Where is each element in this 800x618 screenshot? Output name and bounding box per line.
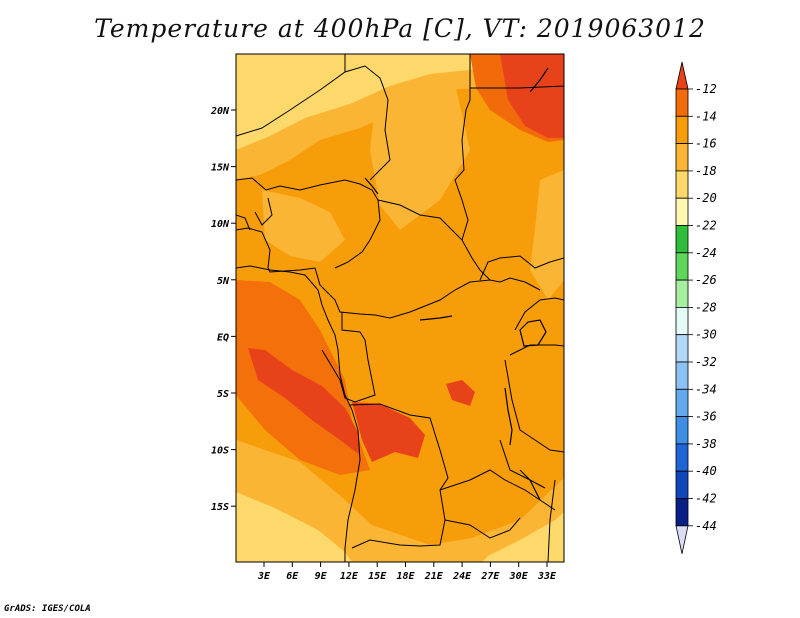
lat-label: 5N bbox=[217, 276, 230, 287]
lon-label: 6E bbox=[286, 571, 299, 582]
colorbar-swatch bbox=[675, 170, 689, 199]
lat-label: EQ bbox=[217, 332, 229, 343]
lon-label: 27E bbox=[480, 571, 500, 582]
lat-label: 20N bbox=[210, 106, 230, 117]
colorbar-label: -18 bbox=[695, 164, 717, 178]
map-frame bbox=[235, 53, 565, 563]
field-light-nigeria bbox=[262, 190, 345, 262]
lat-label: 5S bbox=[217, 389, 229, 400]
coastline bbox=[236, 265, 361, 562]
colorbar-label: -24 bbox=[695, 246, 717, 260]
colorbar-swatch bbox=[675, 334, 689, 363]
lon-label: 9E bbox=[315, 571, 328, 582]
colorbar-label: -36 bbox=[695, 410, 717, 424]
colorbar-swatch bbox=[675, 443, 689, 472]
lakes bbox=[364, 67, 549, 501]
lat-label: 15N bbox=[211, 163, 230, 174]
lat-label: 10N bbox=[211, 219, 230, 230]
colorbar-arrow-top bbox=[675, 61, 689, 90]
colorbar-swatch bbox=[675, 115, 689, 145]
lon-label: 30E bbox=[509, 571, 529, 582]
longitude-axis: 3E 6E 9E 12E 15E 18E 21E 24E 27E 30E 33E bbox=[257, 562, 557, 582]
colorbar: -12 -14 -16 -18 -20 -22 -24 -26 -28 -30 -32 -34 -36 -… bbox=[675, 61, 717, 554]
colorbar-label: -28 bbox=[695, 300, 717, 314]
colorbar-label: -20 bbox=[695, 191, 717, 205]
colorbar-arrow-bottom bbox=[675, 525, 689, 554]
colorbar-swatch bbox=[675, 361, 689, 390]
field-hot-coast bbox=[248, 348, 360, 455]
colorbar-label: -32 bbox=[695, 355, 717, 369]
field-hot-ne bbox=[500, 54, 564, 138]
field-light-east bbox=[530, 170, 564, 300]
lon-label: 24E bbox=[452, 571, 472, 582]
lon-label: 21E bbox=[424, 571, 444, 582]
colorbar-label: -14 bbox=[695, 109, 717, 123]
colorbar-label: -16 bbox=[695, 137, 717, 151]
colorbar-swatch bbox=[675, 416, 689, 445]
colorbar-swatch bbox=[675, 143, 689, 172]
colorbar-swatch bbox=[675, 279, 689, 308]
lon-label: 33E bbox=[537, 571, 557, 582]
colorbar-swatch bbox=[675, 225, 689, 254]
colorbar-label: -12 bbox=[695, 82, 717, 96]
colorbar-label: -30 bbox=[695, 328, 717, 342]
colorbar-swatch bbox=[675, 306, 689, 336]
colorbar-swatch bbox=[675, 470, 689, 499]
colorbar-swatch bbox=[675, 388, 689, 417]
grads-credit: GrADS: IGES/COLA bbox=[4, 604, 91, 614]
colorbar-label: -38 bbox=[695, 437, 717, 451]
lon-label: 3E bbox=[257, 571, 271, 582]
field-hot-congo bbox=[446, 380, 475, 406]
colorbar-swatch bbox=[675, 88, 689, 117]
colorbar-swatch bbox=[675, 197, 689, 226]
field-pale-southeast bbox=[482, 512, 564, 562]
chart-title: Temperature at 400hPa [C], VT: 201906301… bbox=[94, 14, 706, 43]
colorbar-label: -22 bbox=[695, 219, 717, 233]
colorbar-label: -44 bbox=[695, 519, 717, 533]
colorbar-swatch bbox=[675, 252, 689, 281]
latitude-axis: 20N 15N 10N 5N EQ 5S 10S 15S bbox=[210, 106, 236, 513]
lat-label: 10S bbox=[211, 446, 229, 457]
lon-label: 18E bbox=[396, 571, 415, 582]
colorbar-label: -34 bbox=[695, 382, 717, 396]
colorbar-swatch bbox=[675, 498, 689, 527]
colorbar-label: -40 bbox=[695, 464, 717, 478]
lon-label: 12E bbox=[340, 571, 359, 582]
field-pale-north bbox=[236, 54, 500, 150]
field-pale-southwest bbox=[236, 492, 352, 562]
field-hot-angola bbox=[352, 402, 425, 462]
colorbar-label: -26 bbox=[695, 273, 717, 287]
field-light-north-center bbox=[370, 60, 470, 230]
lon-label: 15E bbox=[368, 571, 387, 582]
lat-label: 15S bbox=[211, 502, 229, 513]
colorbar-label: -42 bbox=[695, 492, 717, 506]
